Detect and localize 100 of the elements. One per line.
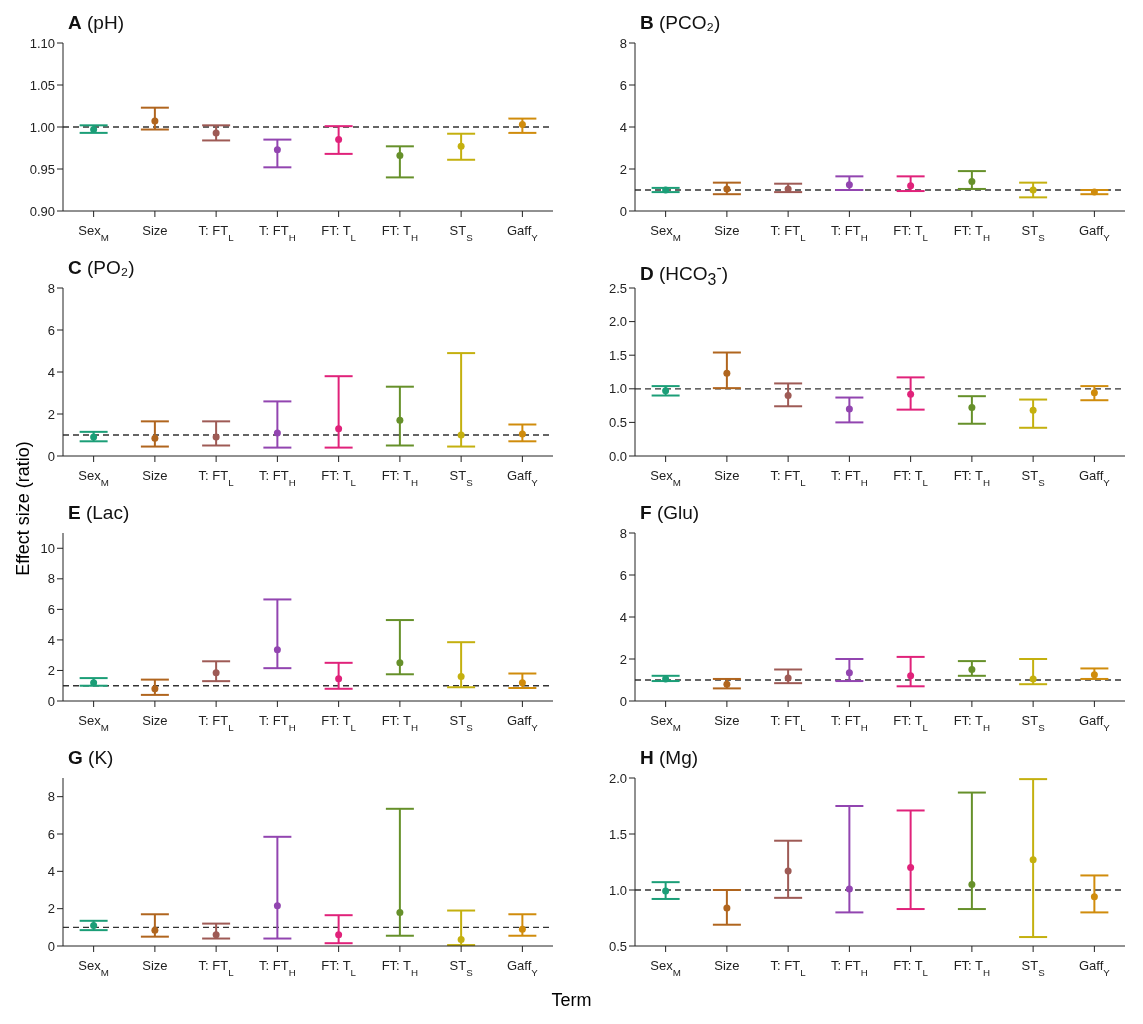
point (151, 685, 159, 693)
point (845, 885, 853, 893)
point (273, 429, 281, 437)
x-tick-label: T: FT$_{H}$ (259, 223, 296, 243)
y-tick-label: 1.10 (29, 35, 55, 51)
point (212, 931, 220, 939)
y-tick-label: 0.5 (608, 938, 627, 954)
y-tick-label: 6 (619, 567, 627, 583)
y-tick-label: 2 (619, 651, 627, 667)
point (968, 404, 976, 412)
point (273, 646, 281, 654)
x-tick-label: T: FT$_{H}$ (259, 468, 296, 488)
y-tick-label: 0.5 (608, 415, 627, 431)
x-tick-label: Sex$_{M}$ (78, 958, 109, 978)
x-tick-label: Gaff$_{Y}$ (1078, 223, 1111, 243)
x-tick-label: Gaff$_{Y}$ (506, 958, 539, 978)
point (784, 674, 792, 682)
y-tick-label: 0 (619, 203, 627, 219)
y-tick-label: 8 (619, 525, 627, 541)
point (845, 405, 853, 413)
point (845, 669, 853, 677)
point (518, 430, 526, 438)
x-tick-label: Size (714, 713, 740, 728)
y-tick-label: 2 (47, 406, 55, 422)
y-tick-label: 2 (619, 161, 627, 177)
point (723, 904, 731, 912)
x-tick-label: Sex$_{M}$ (650, 958, 681, 978)
point (273, 146, 281, 154)
chart-title: E (Lac) (68, 502, 130, 523)
point (151, 434, 159, 442)
x-tick-label: Gaff$_{Y}$ (506, 713, 539, 733)
point (784, 392, 792, 400)
x-tick-label: FT: T$_{H}$ (953, 468, 991, 488)
x-tick-label: Size (714, 468, 740, 483)
y-tick-label: 4 (619, 609, 627, 625)
point (396, 416, 404, 424)
x-tick-label: FT: T$_{L}$ (321, 468, 357, 488)
y-axis-title: Effect size (ratio) (12, 440, 34, 578)
point (457, 673, 465, 681)
y-tick-label: 2.0 (608, 770, 627, 786)
x-tick-label: FT: T$_{H}$ (381, 958, 419, 978)
x-tick-label: Sex$_{M}$ (78, 713, 109, 733)
point (212, 129, 220, 137)
x-tick-label: ST$_{S}$ (1021, 958, 1046, 978)
x-tick-label: Gaff$_{Y}$ (1078, 713, 1111, 733)
point (457, 142, 465, 150)
y-tick-label: 4 (619, 119, 627, 135)
x-tick-label: T: FT$_{L}$ (770, 713, 807, 733)
x-tick-label: Size (142, 958, 168, 973)
chart-title: B (PCO₂) (640, 12, 721, 33)
x-tick-label: Gaff$_{Y}$ (1078, 958, 1111, 978)
x-tick-label: T: FT$_{H}$ (259, 958, 296, 978)
point (335, 425, 343, 433)
y-tick-label: 2 (47, 901, 55, 917)
y-tick-label: 0 (47, 938, 55, 954)
point (518, 925, 526, 933)
x-tick-label: T: FT$_{L}$ (198, 713, 235, 733)
x-tick-label: Size (714, 958, 740, 973)
point (1029, 406, 1037, 414)
x-tick-label: FT: T$_{L}$ (893, 223, 929, 243)
y-tick-label: 4 (47, 364, 55, 380)
y-tick-label: 6 (619, 77, 627, 93)
x-tick-label: Size (142, 468, 168, 483)
x-tick-label: Size (142, 713, 168, 728)
x-tick-label: Gaff$_{Y}$ (506, 223, 539, 243)
y-tick-label: 10 (40, 540, 55, 556)
x-tick-label: Size (714, 223, 740, 238)
point (212, 669, 220, 677)
y-tick-label: 1.0 (608, 381, 627, 397)
chart-title: H (Mg) (640, 747, 699, 768)
y-tick-label: 0 (47, 693, 55, 709)
x-tick-label: ST$_{S}$ (449, 713, 474, 733)
y-tick-label: 2 (47, 663, 55, 679)
y-tick-label: 8 (47, 571, 55, 587)
x-tick-label: T: FT$_{L}$ (770, 468, 807, 488)
x-tick-label: FT: T$_{L}$ (893, 958, 929, 978)
point (784, 867, 792, 875)
x-tick-label: FT: T$_{H}$ (381, 468, 419, 488)
x-tick-label: FT: T$_{H}$ (381, 713, 419, 733)
y-tick-label: 0.0 (608, 448, 627, 464)
x-tick-label: ST$_{S}$ (1021, 223, 1046, 243)
x-tick-label: ST$_{S}$ (1021, 468, 1046, 488)
x-tick-label: T: FT$_{L}$ (198, 468, 235, 488)
point (212, 433, 220, 441)
x-tick-label: Sex$_{M}$ (650, 223, 681, 243)
point (457, 935, 465, 943)
x-tick-label: T: FT$_{L}$ (198, 223, 235, 243)
point (723, 369, 731, 377)
x-tick-label: T: FT$_{H}$ (259, 713, 296, 733)
x-tick-label: Gaff$_{Y}$ (1078, 468, 1111, 488)
point (907, 672, 915, 680)
x-tick-label: T: FT$_{H}$ (831, 468, 868, 488)
point (518, 120, 526, 128)
x-tick-label: T: FT$_{H}$ (831, 958, 868, 978)
point (662, 887, 670, 895)
y-tick-label: 0.95 (29, 161, 55, 177)
point (396, 659, 404, 667)
x-tick-label: ST$_{S}$ (449, 958, 474, 978)
point (1029, 856, 1037, 864)
y-tick-label: 2.0 (608, 314, 627, 330)
